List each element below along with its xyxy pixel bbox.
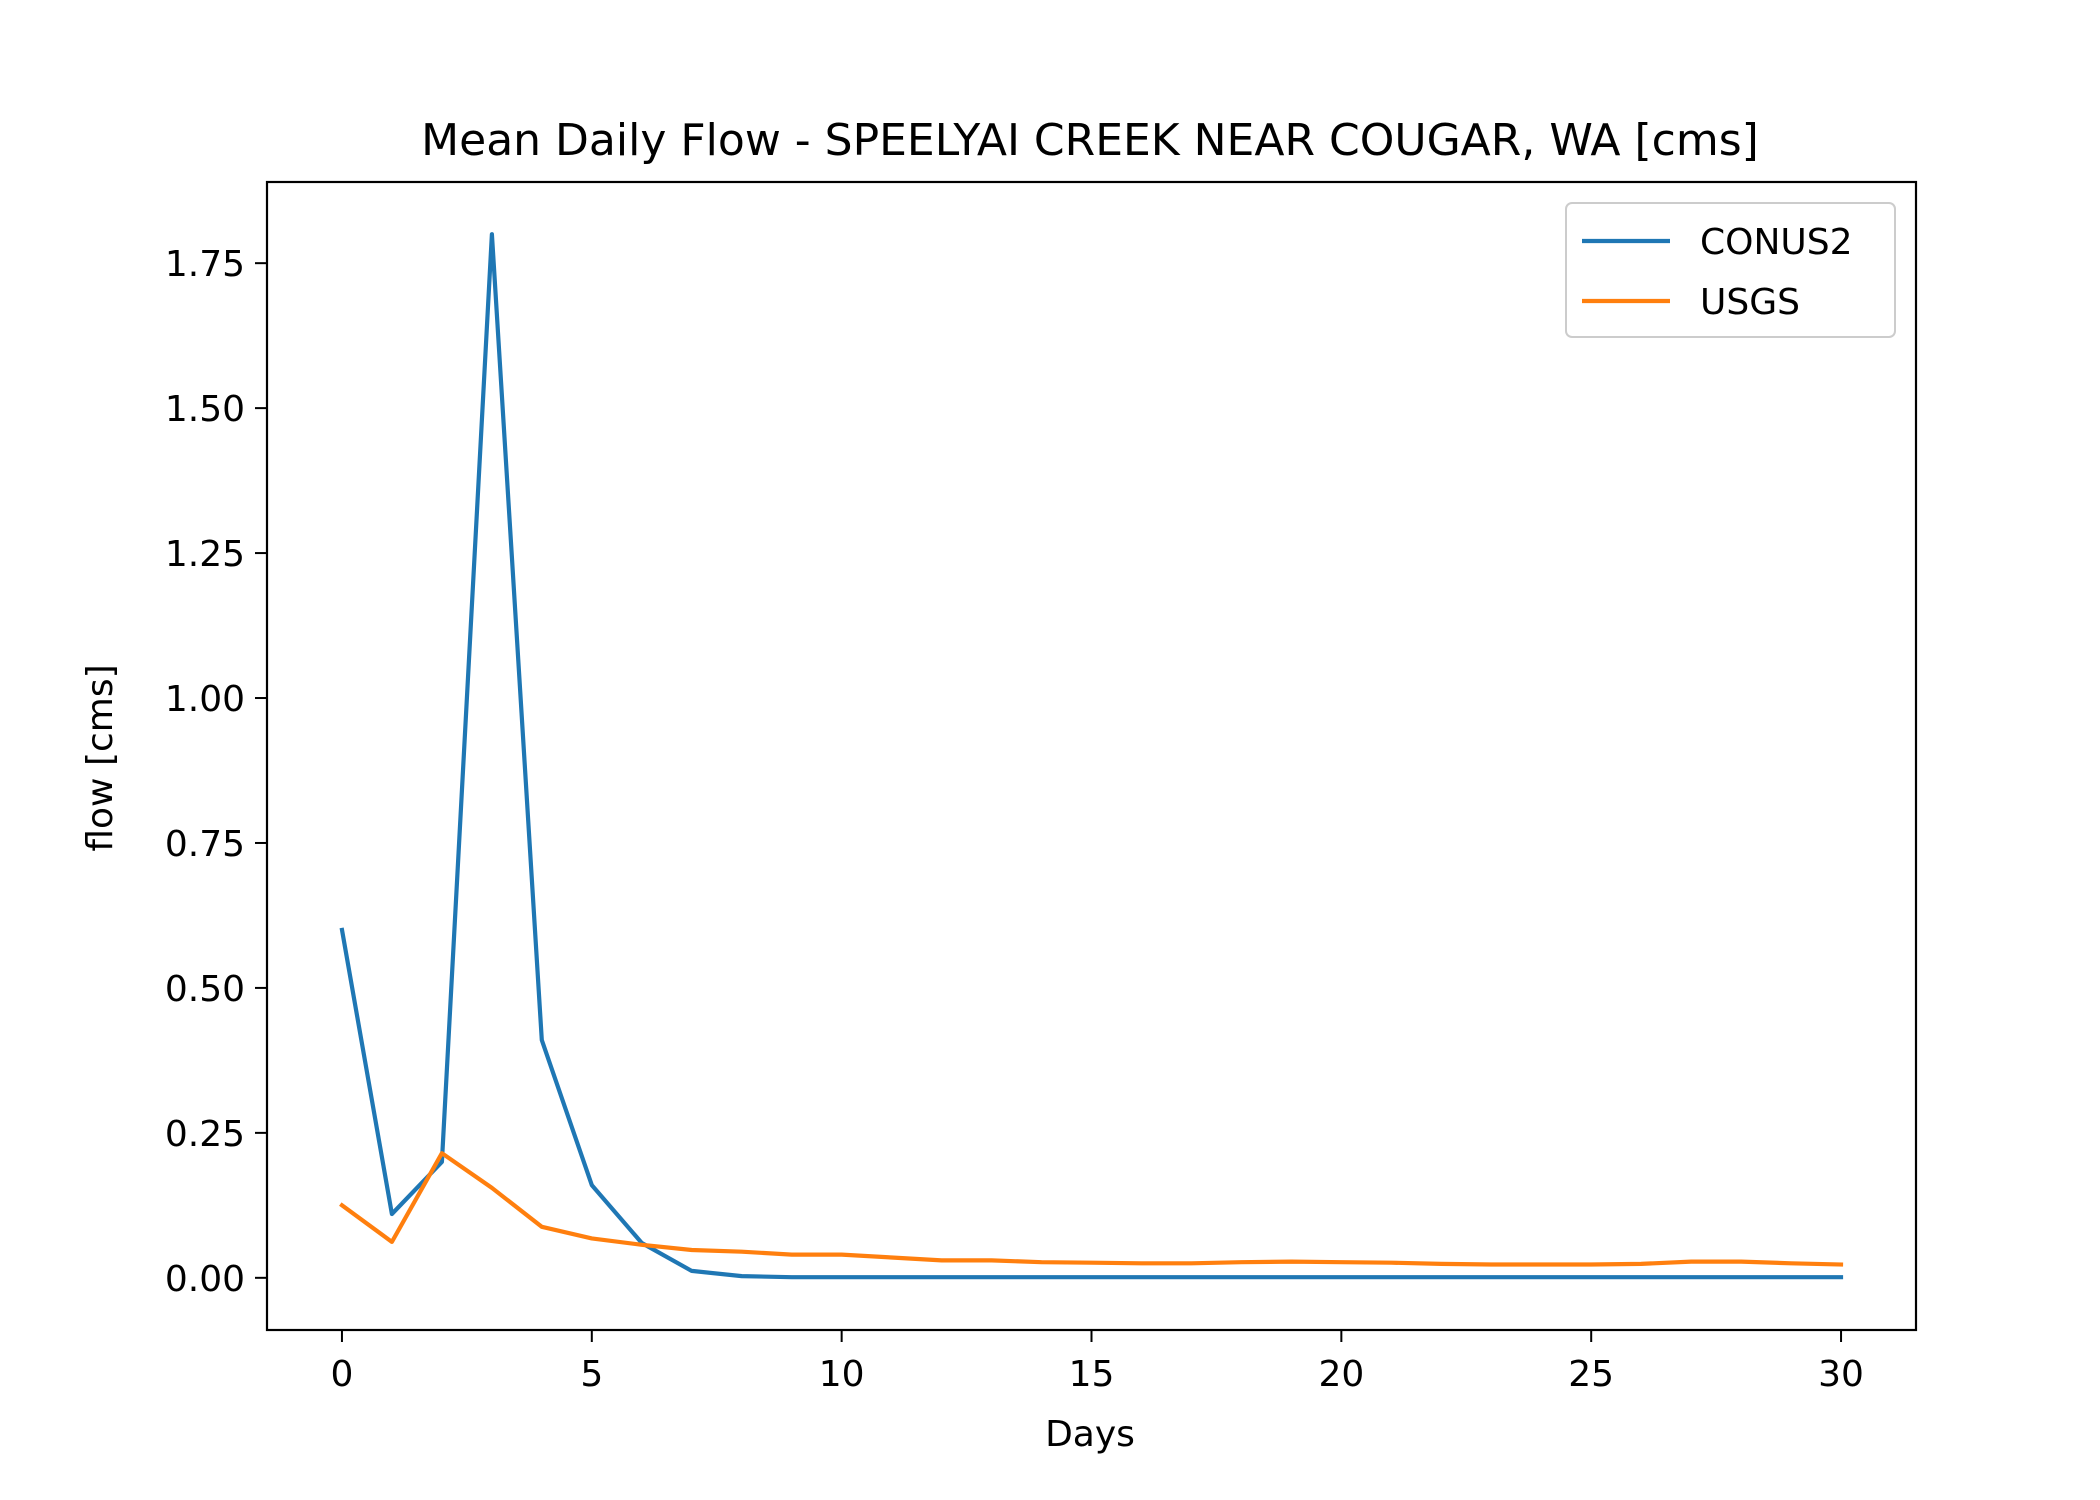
legend-box (1565, 202, 1896, 338)
legend-label-conus2: CONUS2 (1700, 222, 1853, 263)
series-line-usgs (339, 1151, 1844, 1267)
x-axis-label: Days (1045, 1414, 1135, 1455)
legend-label-usgs: USGS (1700, 282, 1800, 323)
y-axis-label: flow [cms] (80, 664, 121, 851)
y-tick-label: 0.00 (165, 1259, 245, 1300)
y-tick-label: 1.25 (165, 534, 245, 575)
x-tick-label: 0 (331, 1354, 354, 1395)
y-tick-label: 0.25 (165, 1114, 245, 1155)
chart-title: Mean Daily Flow - SPEELYAI CREEK NEAR CO… (421, 115, 1759, 166)
series-layer (339, 232, 1844, 1280)
x-axis-ticks: 0 5 10 15 20 25 30 (331, 1330, 1864, 1395)
x-tick-label: 20 (1318, 1354, 1364, 1395)
y-tick-label: 0.75 (165, 824, 245, 865)
x-tick-label: 30 (1818, 1354, 1864, 1395)
y-tick-label: 0.50 (165, 969, 245, 1010)
series-line-conus2 (339, 232, 1844, 1280)
y-axis-ticks: 0.00 0.25 0.50 0.75 1.00 1.25 1.50 1.75 (165, 244, 267, 1300)
y-tick-label: 1.75 (165, 244, 245, 285)
y-tick-label: 1.50 (165, 389, 245, 430)
x-tick-label: 15 (1069, 1354, 1115, 1395)
x-tick-label: 5 (580, 1354, 603, 1395)
legend: CONUS2 USGS (1565, 202, 1896, 338)
x-tick-label: 25 (1568, 1354, 1614, 1395)
y-tick-label: 1.00 (165, 679, 245, 720)
x-tick-label: 10 (819, 1354, 865, 1395)
